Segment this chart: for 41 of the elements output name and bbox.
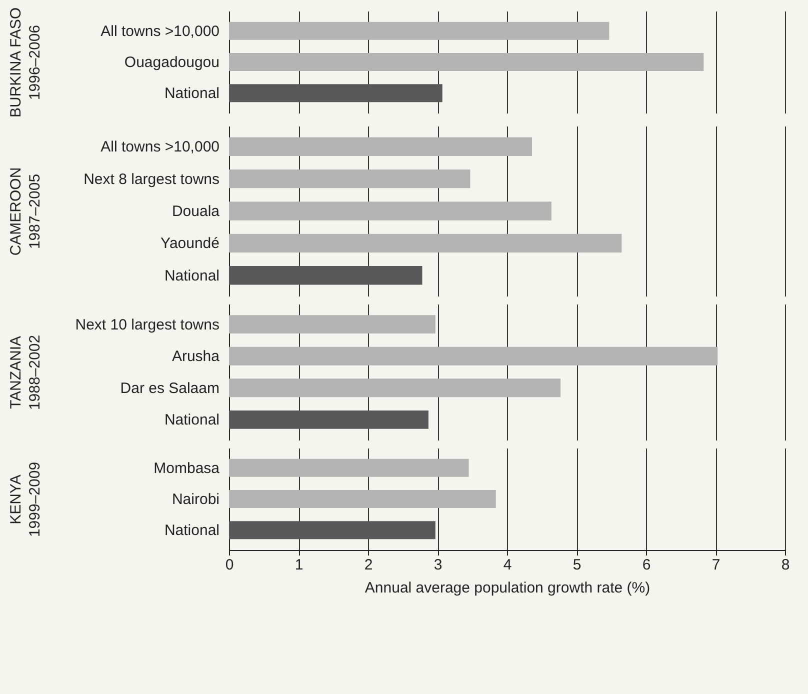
x-tick-label: 0 xyxy=(225,556,234,574)
bar xyxy=(229,346,718,366)
x-tick-label: 5 xyxy=(572,556,582,574)
y-tick-label: Arusha xyxy=(172,348,220,366)
bar xyxy=(229,315,436,334)
y-tick-label: All towns >10,000 xyxy=(100,22,220,40)
y-axis-title: BURKINA FASO 1996–2006 xyxy=(8,7,44,118)
y-tick-label: Nairobi xyxy=(172,491,220,508)
y-tick-label: National xyxy=(164,412,220,429)
x-tick-label: 1 xyxy=(294,556,304,574)
bar xyxy=(229,266,422,285)
x-tick-label: 6 xyxy=(642,556,651,574)
y-tick-label: All towns >10,000 xyxy=(100,138,220,156)
y-tick-label: Next 8 largest towns xyxy=(84,170,220,188)
bar xyxy=(229,202,552,220)
y-tick-label: Yaoundé xyxy=(160,235,220,252)
x-tick-label: 7 xyxy=(712,556,720,574)
y-tick-label: Douala xyxy=(172,203,220,220)
x-tick-label: 8 xyxy=(781,556,790,574)
bar xyxy=(229,490,496,508)
y-tick-label: Dar es Salaam xyxy=(120,380,220,397)
y-tick-label: Mombasa xyxy=(154,460,220,477)
x-tick-label: 3 xyxy=(434,556,442,574)
y-axis-title: CAMEROON 1987–2005 xyxy=(8,167,44,256)
x-tick-label: 2 xyxy=(364,556,373,574)
bar xyxy=(229,169,470,188)
y-tick-label: National xyxy=(164,267,220,284)
x-tick-label: 4 xyxy=(503,556,512,574)
bar xyxy=(229,234,622,253)
y-axis-title: TANZANIA 1988–2002 xyxy=(8,334,44,410)
bar xyxy=(229,378,561,398)
bar xyxy=(229,521,436,540)
y-tick-label: National xyxy=(164,522,220,540)
y-tick-label: Next 10 largest towns xyxy=(75,316,220,334)
y-tick-label: Ouagadougou xyxy=(124,54,220,71)
bar xyxy=(229,137,532,156)
y-axis-title: KENYA 1999–2009 xyxy=(8,462,44,538)
bar xyxy=(229,458,469,477)
x-axis-title: Annual average population growth rate (%) xyxy=(364,580,650,596)
y-tick-label: National xyxy=(164,85,220,102)
bar xyxy=(229,410,428,429)
